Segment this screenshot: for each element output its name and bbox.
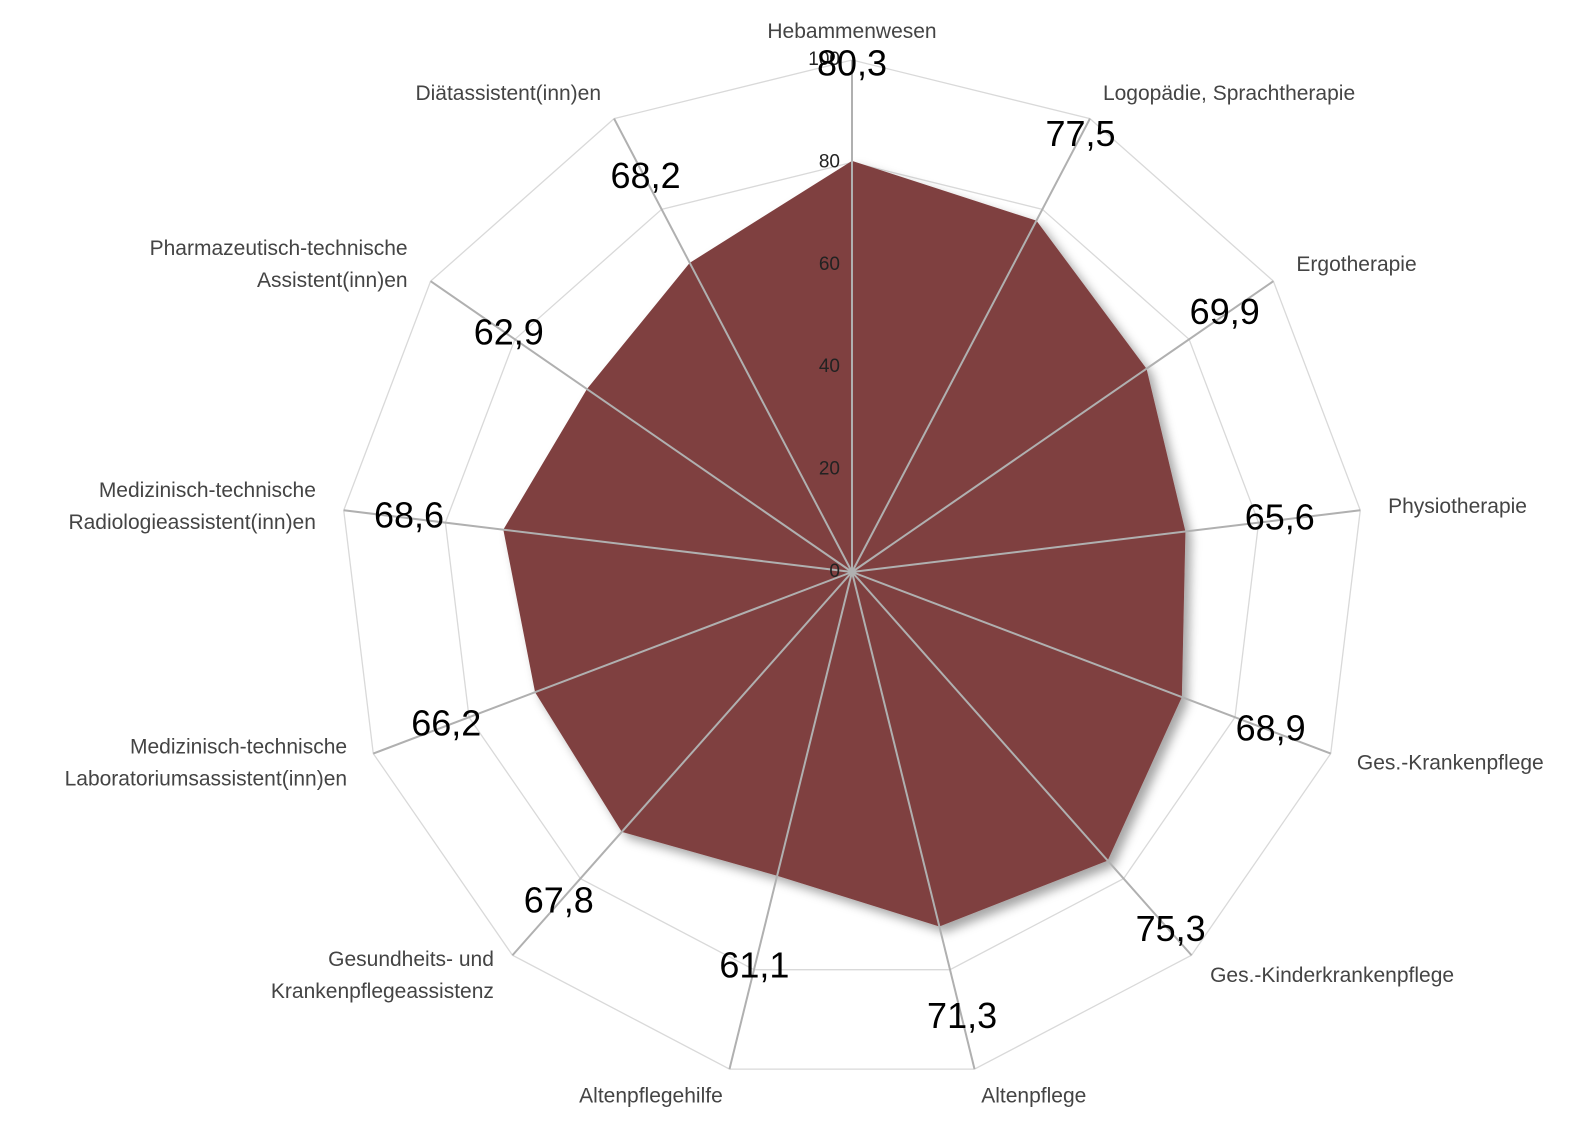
r-tick-label: 20 <box>819 459 840 480</box>
category-label: Altenpflegehilfe <box>579 1084 723 1107</box>
category-label: Diätassistent(inn)en <box>415 81 601 104</box>
value-label: 68,2 <box>611 155 681 196</box>
category-label: Gesundheits- und Krankenpflegeassistenz <box>271 948 494 1003</box>
value-label: 67,8 <box>524 879 594 920</box>
r-tick-label: 40 <box>819 356 840 377</box>
value-label: 65,6 <box>1245 497 1315 538</box>
value-label: 66,2 <box>411 702 481 743</box>
spoke <box>851 509 1361 573</box>
spoke <box>372 571 853 755</box>
category-label: Altenpflege <box>981 1084 1086 1107</box>
spoke <box>851 571 1193 956</box>
category-line: Physiotherapie <box>1388 494 1527 517</box>
category-label: Medizinisch-technische Radiologieassisten… <box>68 478 315 533</box>
value-label: 68,6 <box>374 495 444 536</box>
spoke <box>728 571 853 1070</box>
spoke <box>851 571 1332 755</box>
category-line: Radiologieassistent(inn)en <box>68 510 315 533</box>
spoke <box>851 118 1091 573</box>
category-line: Altenpflegehilfe <box>579 1084 723 1107</box>
r-tick-label: 80 <box>819 151 840 172</box>
value-label: 62,9 <box>474 312 544 353</box>
spoke <box>511 571 853 956</box>
value-label: 75,3 <box>1136 908 1206 949</box>
grid-ring <box>343 59 1361 1070</box>
r-tick-label: 100 <box>808 49 840 70</box>
category-label: Ges.-Kinderkrankenpflege <box>1210 964 1454 987</box>
spoke <box>851 571 976 1070</box>
category-label: Ergotherapie <box>1296 253 1416 276</box>
value-label: 71,3 <box>927 995 997 1036</box>
category-label: Physiotherapie <box>1388 494 1527 517</box>
category-line: Ges.-Kinderkrankenpflege <box>1210 964 1454 987</box>
category-line: Medizinisch-technische <box>99 478 316 501</box>
category-line: Pharmazeutisch-technische <box>150 237 408 260</box>
category-line: Laboratoriumsassistent(inn)en <box>65 767 347 790</box>
value-label: 77,5 <box>1046 113 1116 154</box>
category-label: Hebammenwesen <box>767 20 936 43</box>
value-label: 61,1 <box>719 944 789 985</box>
category-label: Medizinisch-technische Laboratoriumsassis… <box>65 735 347 790</box>
category-line: Assistent(inn)en <box>257 269 408 292</box>
spoke <box>613 118 853 573</box>
r-tick-label: 0 <box>829 561 840 582</box>
value-label: 80,3 <box>817 42 887 83</box>
category-line: Diätassistent(inn)en <box>415 81 601 104</box>
category-line: Ges.-Krankenpflege <box>1357 751 1544 774</box>
category-line: Logopädie, Sprachtherapie <box>1103 81 1355 104</box>
r-tick-label: 60 <box>819 254 840 275</box>
category-label: Logopädie, Sprachtherapie <box>1103 81 1355 104</box>
radar-area <box>503 160 1186 927</box>
spoke <box>343 509 853 573</box>
spoke <box>851 280 1274 573</box>
category-line: Altenpflege <box>981 1084 1086 1107</box>
category-line: Gesundheits- und <box>328 948 494 971</box>
category-line: Krankenpflegeassistenz <box>271 980 494 1003</box>
spoke <box>430 280 853 573</box>
category-line: Medizinisch-technische <box>130 735 347 758</box>
category-line: Ergotherapie <box>1296 253 1416 276</box>
category-line: Hebammenwesen <box>767 20 936 43</box>
value-label: 68,9 <box>1236 707 1306 748</box>
value-label: 69,9 <box>1190 291 1260 332</box>
category-label: Pharmazeutisch-technische Assistent(inn)e… <box>150 237 408 292</box>
grid-ring <box>444 161 1260 971</box>
category-label: Ges.-Krankenpflege <box>1357 751 1544 774</box>
